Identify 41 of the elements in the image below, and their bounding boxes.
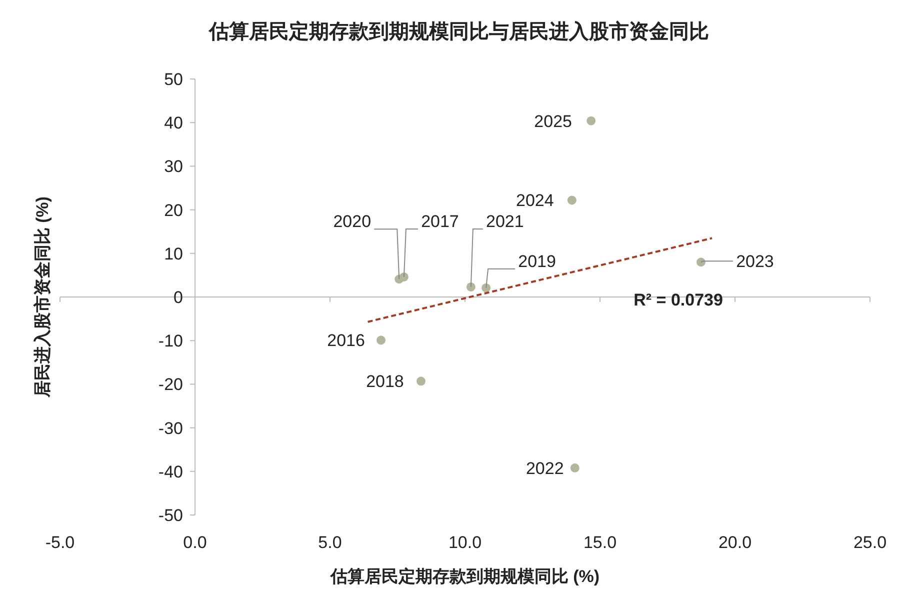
point xyxy=(696,258,706,267)
point xyxy=(567,196,576,205)
point xyxy=(466,282,476,292)
y-axis-title: 居民进入股市资金同比 (%) xyxy=(33,196,52,399)
annotation: 2019 xyxy=(518,252,556,271)
y-tick-label: 10 xyxy=(164,244,183,264)
x-tick-label: -5.0 xyxy=(45,533,75,552)
annotation: 2020 xyxy=(333,212,372,232)
x-tick-label: 25.0 xyxy=(853,533,887,552)
y-tick-label: -10 xyxy=(158,332,183,351)
y-tick-label: 0 xyxy=(174,288,183,307)
y-tick-label: -40 xyxy=(158,462,183,482)
point xyxy=(482,283,491,292)
x-tick-label: 5.0 xyxy=(318,533,342,552)
x-tick-label: 10.0 xyxy=(448,533,482,552)
point xyxy=(394,274,404,284)
x-axis-title: 估算居民定期存款到期规模同比 (%) xyxy=(329,567,600,586)
y-tick-label: 50 xyxy=(164,70,183,89)
point xyxy=(570,463,580,472)
y-tick-label: -30 xyxy=(158,418,183,438)
annotation: 2017 xyxy=(421,212,459,231)
y-tick-label: 40 xyxy=(164,114,183,133)
annotation: 2025 xyxy=(534,112,572,131)
x-tick-label: 20.0 xyxy=(718,533,752,552)
y-tick-label: 20 xyxy=(164,200,183,220)
annotation: 2016 xyxy=(327,331,365,350)
point xyxy=(586,116,596,126)
point xyxy=(416,376,426,386)
annotation: R² = 0.0739 xyxy=(634,290,723,310)
y-tick-label: -50 xyxy=(158,506,183,525)
point xyxy=(376,336,386,345)
chart-title: 估算居民定期存款到期规模同比与居民进入股市资金同比 xyxy=(208,20,709,43)
annotation: 2023 xyxy=(736,252,774,272)
x-tick-label: 15.0 xyxy=(583,533,617,552)
x-tick-label: 0.0 xyxy=(183,533,207,552)
annotation: 2022 xyxy=(526,458,564,478)
y-tick-label: 30 xyxy=(164,157,183,176)
y-tick-label: -20 xyxy=(158,375,183,394)
annotation: 2018 xyxy=(366,372,404,392)
annotation: 2021 xyxy=(486,212,524,231)
annotation: 2024 xyxy=(516,191,554,210)
